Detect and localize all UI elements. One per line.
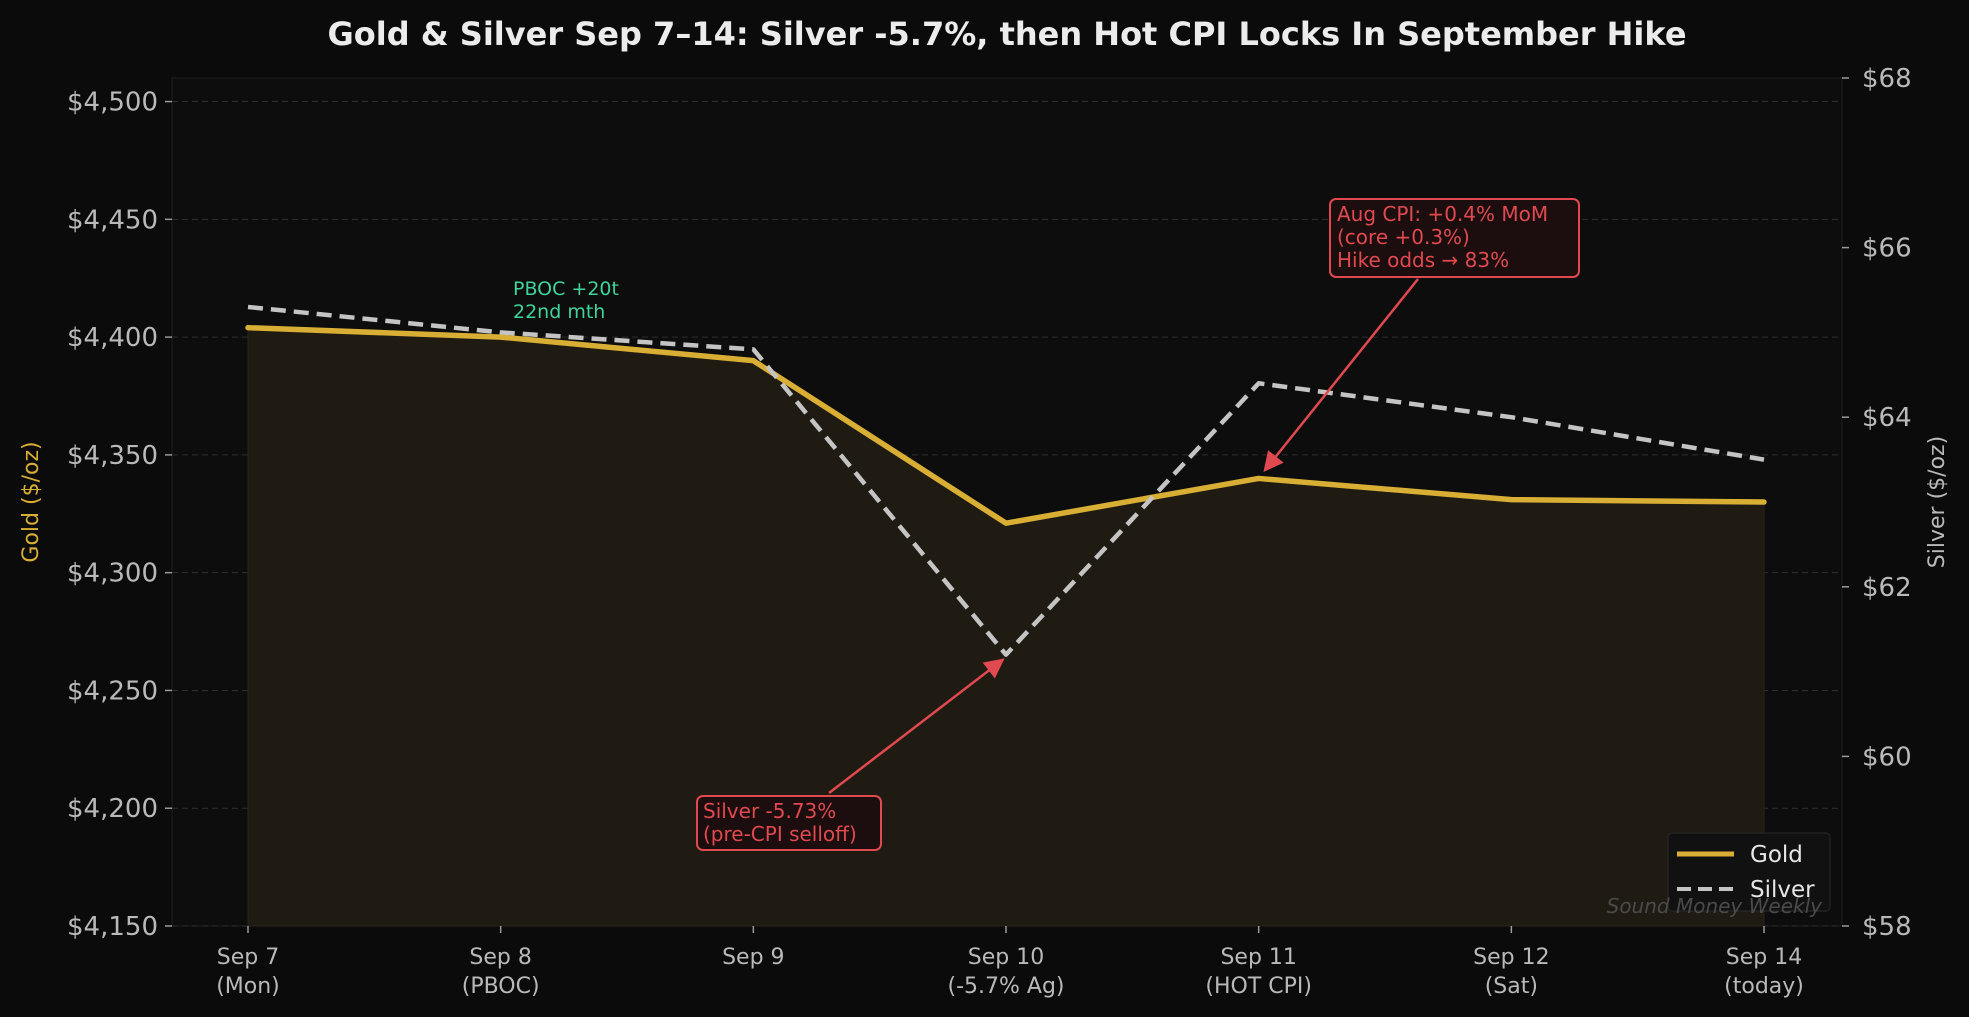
chart-title: Gold & Silver Sep 7–14: Silver -5.7%, th… [327,15,1686,53]
y-axis-right-label: Silver ($/oz) [1925,436,1950,568]
x-tick-label: Sep 10 [968,945,1044,970]
x-tick-label: Sep 11 [1220,945,1296,970]
cpi-arrow [1263,278,1419,473]
x-tick-label: Sep 9 [722,945,784,970]
y-axis-left-label: Gold ($/oz) [19,441,44,562]
silver-arrow [828,658,1005,794]
x-tick-label: (today) [1724,974,1804,999]
x-tick-label: (Sat) [1485,974,1538,999]
y-right-tick-label: $66 [1862,234,1912,264]
cpi-annotation-text: (core +0.3%) [1337,225,1470,249]
y-left-tick-label: $4,500 [67,88,158,118]
y-right-tick-label: $62 [1862,573,1912,603]
silver-annotation-box [696,795,882,851]
pboc-annotation: 22nd mth [513,301,605,323]
cpi-annotation-text: Hike odds → 83% [1337,248,1509,272]
y-left-tick-label: $4,200 [67,794,158,824]
x-tick-label: Sep 7 [217,945,279,970]
x-tick-label: (Mon) [216,974,280,999]
x-tick-label: Sep 8 [469,945,531,970]
y-left-tick-label: $4,450 [67,205,158,235]
x-tick-label: Sep 14 [1726,945,1802,970]
y-left-tick-label: $4,300 [67,559,158,589]
x-tick-label: Sep 12 [1473,945,1549,970]
y-left-tick-label: $4,400 [67,323,158,353]
silver-annotation-text: (pre-CPI selloff) [703,822,857,846]
axes: $4,150 $4,200 $4,250 $4,300 $4,350 $4,400 $4,4… [67,64,1912,999]
legend-gold-label: Gold [1750,842,1803,868]
x-tick-label: (PBOC) [462,974,540,999]
x-tick-label: (-5.7% Ag) [948,974,1065,999]
pboc-annotation: PBOC +20t [513,278,619,300]
y-right-tick-label: $58 [1862,912,1912,942]
cpi-annotation-box [1329,198,1580,278]
y-right-tick-label: $60 [1862,742,1912,772]
series-lines [245,304,1767,657]
y-left-tick-label: $4,150 [67,912,158,942]
y-left-tick-label: $4,350 [67,441,158,471]
x-tick-label: (HOT CPI) [1205,974,1312,999]
silver-annotation-text: Silver -5.73% [703,799,836,823]
legend: Gold Silver [1667,832,1831,912]
legend-silver-label: Silver [1750,877,1815,903]
y-right-tick-label: $64 [1862,403,1912,433]
y-right-tick-label: $68 [1862,64,1912,94]
y-left-tick-label: $4,250 [67,676,158,706]
cpi-annotation-text: Aug CPI: +0.4% MoM [1337,202,1548,226]
watermark: Sound Money Weekly [1607,894,1824,918]
